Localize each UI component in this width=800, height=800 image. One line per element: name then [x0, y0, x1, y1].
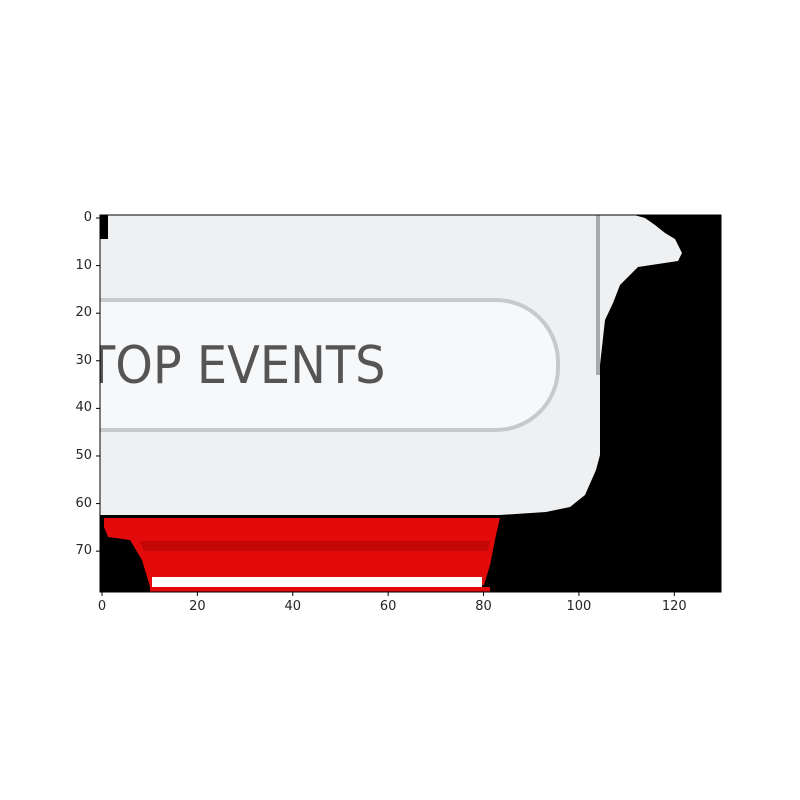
y-tick-label: 40 [75, 400, 92, 416]
x-tick-label: 40 [284, 599, 302, 614]
x-tick-label: 120 [661, 599, 687, 614]
x-tick-label: 20 [189, 599, 206, 614]
divider [596, 215, 600, 375]
y-tick-label: 10 [75, 257, 92, 273]
edge-notch [100, 215, 108, 239]
y-tick-label: 60 [75, 495, 92, 511]
red-bar-shade [140, 541, 490, 551]
y-tick-label: 20 [75, 305, 92, 321]
x-tick-label: 60 [379, 599, 397, 614]
y-tick-label: 50 [75, 447, 92, 463]
red-bar [104, 518, 500, 587]
white-strip [152, 577, 482, 587]
top-events-dropdown[interactable]: TOP EVENTS [100, 298, 560, 432]
x-tick-label: 0 [97, 599, 107, 614]
red-bar-bottom [150, 587, 490, 592]
screenshot-crop: TOP EVENTS [100, 215, 721, 592]
x-tick-label: 80 [475, 599, 492, 614]
y-tick-label: 30 [75, 352, 92, 368]
dropdown-label: TOP EVENTS [100, 336, 386, 396]
x-tick-label: 100 [566, 599, 592, 614]
y-tick-label: 0 [83, 210, 92, 225]
y-tick-label: 70 [75, 543, 92, 559]
